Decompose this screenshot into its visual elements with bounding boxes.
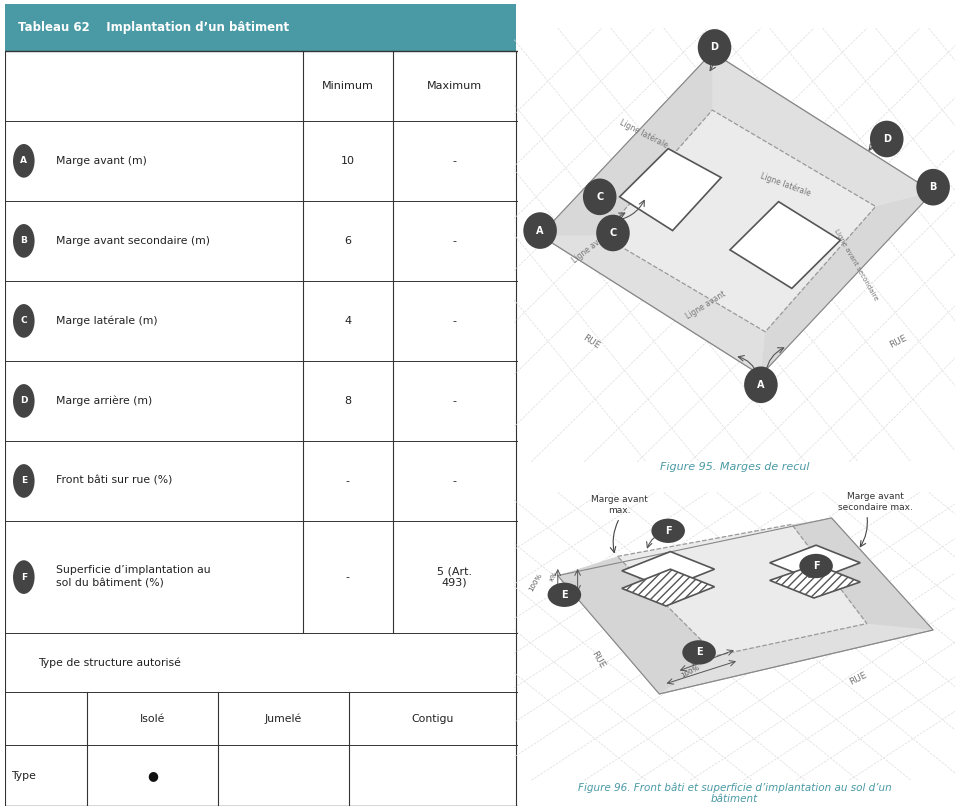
Circle shape xyxy=(652,518,684,543)
Text: A: A xyxy=(757,380,765,390)
Text: -: - xyxy=(452,316,456,326)
Text: Type: Type xyxy=(11,770,36,781)
Polygon shape xyxy=(792,518,933,630)
Text: Superficie d’implantation au
sol du bâtiment (%): Superficie d’implantation au sol du bâti… xyxy=(57,565,211,589)
Polygon shape xyxy=(558,556,717,694)
Text: Ligne avant: Ligne avant xyxy=(684,289,728,321)
Circle shape xyxy=(13,464,35,498)
Text: RUE: RUE xyxy=(848,670,868,686)
Text: x%: x% xyxy=(690,658,703,667)
Circle shape xyxy=(870,121,903,157)
Circle shape xyxy=(744,366,778,403)
Text: E: E xyxy=(696,647,703,658)
Text: ●: ● xyxy=(147,770,157,782)
Text: Type de structure autorisé: Type de structure autorisé xyxy=(38,657,181,667)
Circle shape xyxy=(523,212,557,249)
Text: 5 (Art.
493): 5 (Art. 493) xyxy=(437,566,471,588)
Text: Ligne latérale: Ligne latérale xyxy=(618,118,669,151)
Polygon shape xyxy=(602,110,876,332)
Text: Marge avant secondaire (m): Marge avant secondaire (m) xyxy=(57,236,210,246)
Circle shape xyxy=(698,29,732,66)
Text: Contigu: Contigu xyxy=(411,714,453,723)
Circle shape xyxy=(13,144,35,177)
Text: D: D xyxy=(20,396,28,406)
Text: C: C xyxy=(610,228,616,238)
Text: Ligne avant secondaire: Ligne avant secondaire xyxy=(833,228,878,301)
Text: 100%: 100% xyxy=(528,572,543,593)
Text: B: B xyxy=(929,182,937,192)
Text: D: D xyxy=(710,42,718,53)
Text: -: - xyxy=(452,156,456,166)
Circle shape xyxy=(800,554,833,578)
Text: C: C xyxy=(20,317,27,326)
Polygon shape xyxy=(540,52,712,236)
Text: Figure 95. Marges de recul: Figure 95. Marges de recul xyxy=(660,462,809,471)
Text: -: - xyxy=(452,396,456,406)
Circle shape xyxy=(13,561,35,594)
Text: F: F xyxy=(665,526,671,535)
Polygon shape xyxy=(558,518,933,694)
Text: RUE: RUE xyxy=(589,650,606,671)
Text: Ligne avant: Ligne avant xyxy=(570,230,612,265)
Text: Isolé: Isolé xyxy=(140,714,165,723)
Text: Marge arrière (m): Marge arrière (m) xyxy=(57,395,153,406)
Polygon shape xyxy=(540,52,933,375)
Text: Marge avant
max.: Marge avant max. xyxy=(591,496,648,515)
Text: 100%: 100% xyxy=(680,664,701,679)
Polygon shape xyxy=(619,149,721,231)
Circle shape xyxy=(13,384,35,418)
Text: -: - xyxy=(452,236,456,246)
Text: Marge avant
secondaire max.: Marge avant secondaire max. xyxy=(838,492,913,512)
Polygon shape xyxy=(770,545,860,581)
Circle shape xyxy=(596,215,630,251)
Polygon shape xyxy=(622,569,714,606)
Text: x%: x% xyxy=(548,571,559,583)
Text: Marge latérale (m): Marge latérale (m) xyxy=(57,316,157,326)
Polygon shape xyxy=(730,202,840,288)
Circle shape xyxy=(13,304,35,338)
Text: A: A xyxy=(20,156,27,165)
Text: 6: 6 xyxy=(344,236,351,246)
Circle shape xyxy=(917,168,949,206)
Text: 4: 4 xyxy=(344,316,351,326)
Polygon shape xyxy=(617,524,867,655)
Text: RUE: RUE xyxy=(581,333,601,350)
Polygon shape xyxy=(761,192,933,375)
Text: B: B xyxy=(20,237,27,245)
Polygon shape xyxy=(770,565,860,598)
Text: D: D xyxy=(883,134,891,144)
Text: Ligne latérale: Ligne latérale xyxy=(758,171,811,198)
Circle shape xyxy=(683,640,716,664)
Text: E: E xyxy=(21,476,27,485)
Text: Tableau 62    Implantation d’un bâtiment: Tableau 62 Implantation d’un bâtiment xyxy=(17,21,289,34)
Circle shape xyxy=(547,582,581,607)
Text: F: F xyxy=(813,561,820,571)
Text: Front bâti sur rue (%): Front bâti sur rue (%) xyxy=(57,476,173,486)
Text: Marge avant (m): Marge avant (m) xyxy=(57,156,147,166)
Circle shape xyxy=(13,224,35,258)
Text: Maximum: Maximum xyxy=(426,81,482,91)
Text: -: - xyxy=(346,572,349,582)
Text: Jumelé: Jumelé xyxy=(265,714,302,724)
Circle shape xyxy=(583,178,616,215)
Text: E: E xyxy=(561,590,567,599)
Text: 8: 8 xyxy=(344,396,351,406)
Text: RUE: RUE xyxy=(888,333,908,350)
Text: 10: 10 xyxy=(341,156,354,166)
Text: A: A xyxy=(537,225,544,236)
Text: Minimum: Minimum xyxy=(322,81,373,91)
Text: C: C xyxy=(596,192,603,202)
Text: -: - xyxy=(346,476,349,486)
Polygon shape xyxy=(622,552,714,588)
Text: -: - xyxy=(452,476,456,486)
Text: Figure 96. Front bâti et superficie d’implantation au sol d’un
bâtiment: Figure 96. Front bâti et superficie d’im… xyxy=(578,782,891,804)
Text: F: F xyxy=(21,573,27,582)
FancyBboxPatch shape xyxy=(5,4,516,50)
